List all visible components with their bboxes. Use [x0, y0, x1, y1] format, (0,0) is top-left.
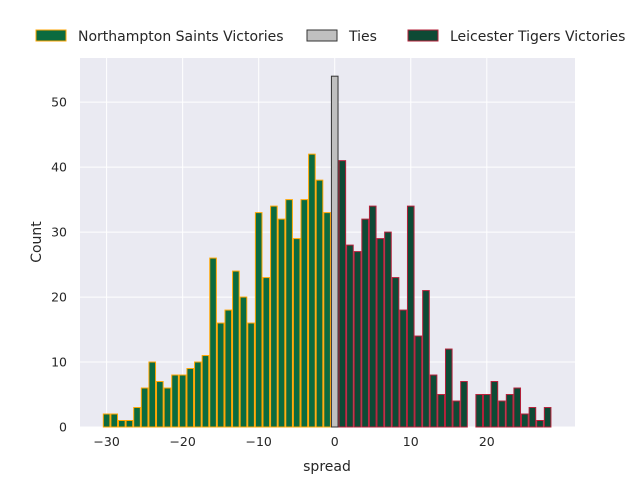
bar-2-4: [368, 205, 377, 428]
bar-2-21: [505, 394, 514, 428]
legend-label: Northampton Saints Victories: [78, 29, 284, 45]
bar-2-23: [521, 413, 529, 428]
legend-label: Ties: [348, 29, 377, 45]
x-tick-label: −30: [93, 434, 119, 449]
x-tick-label: 10: [403, 434, 419, 449]
bar-2-26: [543, 407, 552, 428]
bar-0-0: [102, 413, 111, 428]
bar-2-2: [353, 251, 362, 428]
bar-0-16: [224, 309, 233, 428]
bars: [102, 75, 552, 428]
bar-0-5: [140, 387, 149, 428]
bar-0-26: [300, 199, 309, 428]
bar-0-19: [247, 322, 255, 428]
bar-2-9: [406, 205, 415, 428]
bar-2-3: [361, 218, 369, 428]
bar-2-18: [482, 394, 491, 428]
legend: Northampton Saints Victories Ties Leiceste…: [35, 29, 625, 45]
legend-swatch: [35, 29, 67, 42]
bar-0-21: [262, 277, 271, 428]
bar-0-8: [163, 387, 172, 428]
bar-0-22: [270, 205, 278, 428]
bar-0-11: [186, 368, 195, 428]
y-tick-label: 20: [51, 290, 67, 305]
legend-swatch: [407, 29, 439, 42]
x-tick-label: −10: [245, 434, 271, 449]
bar-0-12: [194, 361, 202, 428]
bar-0-1: [110, 413, 119, 428]
bar-2-7: [391, 277, 400, 428]
y-tick-label: 30: [51, 225, 67, 240]
bar-0-15: [216, 322, 225, 428]
bar-0-6: [148, 361, 157, 428]
bar-2-15: [452, 400, 461, 428]
y-axis-label: Count: [29, 221, 45, 263]
bar-0-9: [171, 374, 179, 428]
bar-2-8: [399, 309, 407, 428]
bar-0-27: [308, 153, 316, 428]
bar-0-3: [125, 420, 134, 428]
x-axis-label: spread: [303, 459, 351, 475]
bar-0-24: [285, 199, 293, 428]
bar-2-12: [429, 374, 438, 428]
bar-0-2: [118, 420, 126, 428]
bar-0-23: [277, 218, 286, 428]
bar-0-18: [239, 296, 248, 428]
bar-2-14: [444, 348, 453, 428]
legend-label: Leicester Tigers Victories: [450, 29, 625, 45]
bar-2-24: [528, 407, 537, 428]
bar-2-25: [536, 420, 544, 428]
bar-2-10: [414, 335, 423, 428]
bar-2-13: [437, 394, 445, 428]
bar-1-0: [330, 75, 339, 428]
bar-2-20: [498, 400, 506, 428]
bar-2-11: [422, 290, 430, 428]
bar-0-17: [232, 270, 240, 428]
bar-2-1: [346, 244, 354, 428]
bar-2-17: [475, 394, 483, 428]
bar-2-0: [338, 160, 347, 428]
bar-0-13: [201, 355, 210, 428]
y-tick-label: 50: [51, 95, 67, 110]
bar-2-22: [513, 387, 522, 428]
bar-0-14: [209, 257, 217, 428]
y-tick-labels: 0 10 20 30 40 50: [51, 95, 67, 435]
bar-0-28: [315, 179, 324, 428]
legend-swatch: [306, 29, 338, 42]
bar-0-10: [178, 374, 187, 428]
x-tick-label: −20: [169, 434, 195, 449]
y-tick-label: 10: [51, 355, 67, 370]
y-tick-label: 0: [59, 420, 67, 435]
y-tick-label: 40: [51, 160, 67, 175]
bar-2-6: [384, 231, 392, 428]
bar-2-19: [490, 381, 499, 428]
x-tick-label: 0: [331, 434, 339, 449]
x-tick-label: 20: [479, 434, 495, 449]
bar-0-4: [133, 407, 141, 428]
bar-0-25: [292, 238, 301, 428]
x-tick-labels: −30 −20 −10 0 10 20: [93, 434, 494, 449]
bar-0-7: [156, 381, 164, 428]
bar-2-16: [460, 381, 468, 428]
bar-0-29: [323, 212, 331, 428]
bar-2-5: [376, 238, 385, 428]
bar-0-20: [254, 212, 263, 428]
